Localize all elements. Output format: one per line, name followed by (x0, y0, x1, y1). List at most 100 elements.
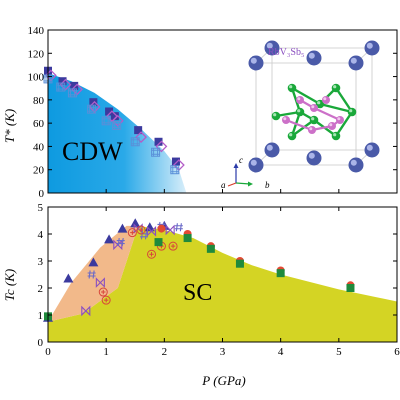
data-point-square (206, 244, 215, 253)
sc-cdw-coexistence-region (48, 225, 139, 322)
inset-axis-b-arrowhead (248, 181, 253, 187)
point-circle-plus-cross (130, 230, 135, 235)
point-circle-outline (98, 287, 108, 297)
data-point-triangle (88, 257, 99, 267)
point-triangle (88, 257, 99, 267)
sb-atom (331, 131, 341, 141)
point-diamond (135, 131, 147, 144)
data-point-bowtie (113, 239, 123, 251)
point-circle (157, 224, 166, 233)
point-square (105, 107, 114, 116)
point-circle-plus-cross (138, 227, 144, 233)
point-diamond (111, 114, 124, 127)
point-square-hash (130, 137, 140, 147)
data-point-triangle (117, 223, 128, 233)
data-point-triangle (63, 273, 74, 283)
sb-bond (291, 86, 321, 106)
sb-atom-highlight (349, 109, 353, 113)
point-hash-lines (56, 83, 65, 92)
point-square (235, 259, 244, 268)
top-y-tick-label: 100 (28, 72, 45, 84)
data-point-circle-plus (101, 295, 111, 305)
sb-atom (347, 107, 357, 117)
sb-atom-highlight (333, 133, 337, 137)
data-point-square-hash (101, 116, 111, 126)
point-square (134, 126, 143, 135)
inset-axis-b (235, 182, 251, 185)
point-square (154, 238, 163, 247)
data-point-square (105, 107, 114, 116)
data-point-bowtie (95, 277, 105, 288)
point-diamond (71, 83, 84, 96)
point-bowtie-left (165, 224, 171, 236)
x-tick-label: 1 (103, 346, 109, 358)
data-point-square (134, 126, 143, 135)
bottom-y-axis-title: Tc (K) (2, 269, 17, 301)
rb-atom (264, 142, 280, 158)
data-point-square (276, 269, 285, 278)
data-point-square (154, 238, 163, 247)
point-circle-plus-cross (103, 297, 109, 303)
sb-atom-highlight (273, 113, 277, 117)
x-axis-title: P (GPa) (201, 373, 245, 388)
point-hash-lines (170, 165, 179, 174)
x-tick-label: 6 (394, 346, 400, 358)
point-square (58, 77, 67, 86)
point-hash-lines (151, 148, 160, 157)
point-bowtie-right (85, 305, 91, 317)
v-atom (296, 96, 304, 104)
data-point-square (58, 77, 67, 86)
data-point-diamond (71, 83, 84, 96)
point-bowtie-left (113, 239, 119, 251)
x-tick-label: 2 (162, 346, 168, 358)
point-hash (87, 270, 96, 279)
top-y-tick-label: 20 (33, 165, 45, 177)
point-circle-outline (147, 249, 157, 259)
data-point-square-hash (151, 147, 161, 157)
bottom-y-tick-label: 1 (38, 310, 44, 322)
sb-atom-highlight (333, 85, 337, 89)
data-point-circle-plus (168, 241, 178, 251)
rb-atom (348, 157, 364, 173)
sb-atom-highlight (317, 101, 321, 105)
data-point-circle-plus (136, 225, 146, 235)
top-y-tick-label: 60 (33, 118, 45, 130)
data-point-bowtie (165, 224, 175, 236)
point-bowtie-right (99, 277, 105, 288)
point-triangle (117, 223, 128, 233)
rb-atom-highlight (250, 57, 257, 64)
sb-atom-highlight (289, 85, 293, 89)
top-y-tick-label: 140 (28, 25, 45, 37)
rb-atom (364, 142, 380, 158)
rb-atom (248, 55, 264, 71)
bottom-y-tick-label: 4 (38, 229, 44, 241)
point-hash-lines (112, 121, 121, 130)
rb-atom-highlight (308, 52, 315, 59)
data-point-square (110, 112, 119, 121)
data-point-square-hash (56, 82, 66, 92)
point-square (276, 269, 285, 278)
v-atom (328, 122, 336, 130)
data-point-square (171, 157, 180, 166)
data-point-square-hash (87, 104, 97, 114)
data-point-square-hash (130, 137, 140, 147)
data-point-square-hash (67, 88, 77, 98)
bottom-y-tick-label: 2 (38, 283, 44, 295)
v-atom-highlight (309, 127, 313, 131)
sb-atom-highlight (289, 133, 293, 137)
point-bowtie-right (169, 224, 175, 236)
rb-atom-highlight (266, 42, 273, 49)
inset-axis-c-label: c (239, 155, 243, 165)
point-square (154, 137, 163, 146)
rb-atom-highlight (266, 144, 273, 151)
point-triangle (130, 218, 141, 228)
rb-atom (364, 40, 380, 56)
point-circle-plus-cross (149, 252, 154, 257)
v-atom (322, 96, 330, 104)
rb-atom (248, 157, 264, 173)
v-atom (336, 116, 344, 124)
data-point-square-hash (112, 120, 122, 130)
point-bowtie-left (81, 305, 87, 317)
data-point-diamond (111, 114, 124, 127)
point-bowtie-left (95, 277, 102, 288)
